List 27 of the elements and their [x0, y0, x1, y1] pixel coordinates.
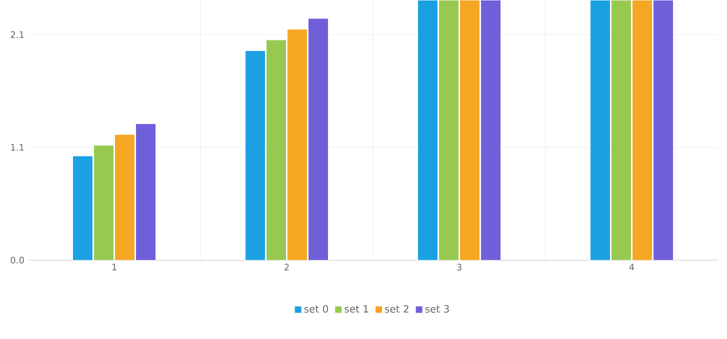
- bar: [308, 18, 329, 260]
- x-tick-label: 4: [629, 264, 634, 270]
- bar: [460, 0, 480, 260]
- bar: [94, 144, 114, 260]
- bar: [480, 0, 501, 260]
- y-tick-label: 2.1: [10, 31, 24, 38]
- bar: [653, 0, 674, 260]
- legend-label: set 3: [425, 305, 449, 313]
- x-tick-label: 3: [457, 264, 462, 270]
- y-tick-label: 1.1: [11, 144, 24, 151]
- bar: [418, 0, 438, 260]
- legend-label: set 1: [344, 305, 368, 313]
- bar: [287, 28, 308, 260]
- bar: [72, 156, 94, 260]
- bar: [632, 0, 652, 260]
- legend-label: set 0: [304, 305, 328, 313]
- bar: [266, 40, 287, 260]
- x-tick-label: 2: [284, 264, 289, 270]
- bar: [114, 134, 136, 260]
- bar: [245, 50, 266, 260]
- y-tick-label: 0.0: [10, 256, 24, 264]
- bar: [438, 0, 459, 260]
- bar: [136, 123, 156, 260]
- bar: [611, 0, 632, 260]
- bar: [590, 0, 610, 260]
- legend-label: set 2: [385, 305, 408, 313]
- x-tick-label: 1: [112, 264, 116, 270]
